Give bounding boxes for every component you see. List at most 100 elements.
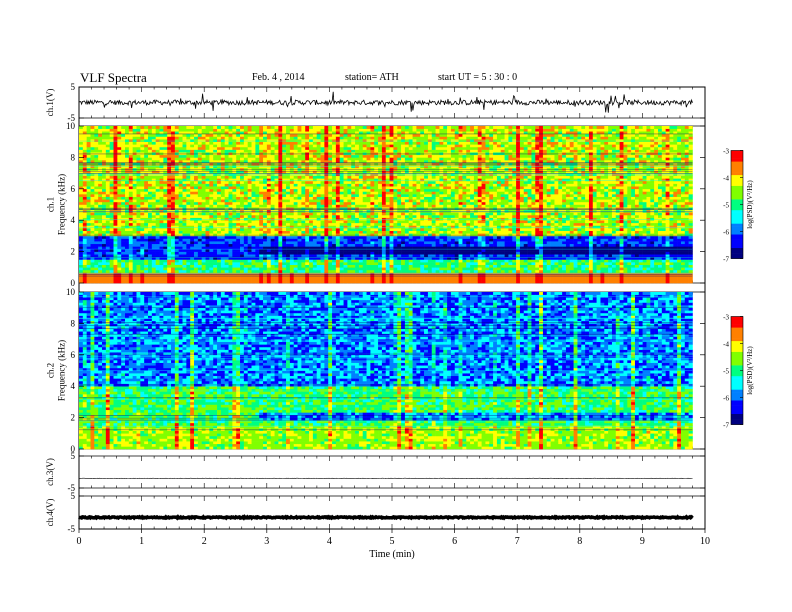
spectrogram-cell	[136, 201, 141, 205]
spectrogram-cell	[335, 194, 341, 197]
spectrogram-cell	[351, 233, 356, 237]
spectrogram-cell	[151, 133, 156, 137]
spectrogram-cell	[220, 131, 225, 135]
spectrogram-cell	[178, 277, 183, 281]
spectrogram-cell	[339, 136, 344, 140]
spectrogram-cell	[197, 136, 202, 140]
spectrogram-cell	[289, 157, 295, 161]
spectrogram-cell	[266, 204, 272, 208]
spectrogram-cell	[247, 196, 252, 200]
spectrogram-cell	[205, 264, 210, 268]
spectrogram-cell	[98, 243, 103, 247]
spectrogram-cell	[274, 146, 279, 150]
spectrogram-cell	[86, 188, 91, 192]
spectrogram-cell	[148, 146, 153, 150]
spectrogram-cell	[297, 154, 302, 158]
spectrogram-cell	[263, 196, 268, 200]
spectrogram-cell	[121, 173, 126, 177]
spectrogram-cell	[259, 128, 264, 132]
spectrogram-cell	[278, 131, 283, 135]
spectrogram-cell	[194, 204, 199, 208]
spectrogram-cell	[274, 214, 279, 218]
spectrogram-cell	[343, 194, 348, 197]
spectrogram-cell	[201, 154, 206, 158]
spectrogram-cell	[201, 128, 206, 132]
spectrogram-cell	[171, 186, 176, 190]
spectrogram-cell	[343, 204, 348, 208]
spectrogram-cell	[136, 196, 141, 200]
spectrogram-cell	[351, 186, 356, 190]
spectrogram-cell	[174, 248, 179, 252]
spectrogram-cell	[94, 131, 99, 135]
spectrogram-cell	[297, 175, 302, 179]
spectrogram-cell	[190, 149, 195, 153]
spectrogram-cell	[335, 201, 341, 205]
spectrogram-cell	[343, 214, 348, 218]
spectrogram-cell	[332, 180, 337, 184]
spectrogram-cell	[240, 280, 245, 284]
spectrogram-cell	[174, 233, 179, 237]
spectrogram-cell	[270, 272, 275, 276]
spectrogram-cell	[186, 126, 191, 129]
spectrogram-cell	[155, 246, 160, 250]
spectrogram-cell	[232, 214, 237, 218]
spectrogram-cell	[270, 178, 275, 182]
spectrogram-cell	[274, 233, 279, 237]
spectrogram-cell	[259, 165, 264, 169]
spectrogram-cell	[335, 267, 341, 271]
spectrogram-cell	[232, 264, 237, 268]
spectrogram-cell	[355, 160, 360, 163]
spectrogram-cell	[263, 154, 268, 158]
spectrogram-cell	[121, 267, 126, 271]
spectrogram-cell	[90, 183, 95, 187]
spectrogram-cell	[320, 212, 325, 216]
spectrogram-cell	[259, 178, 264, 182]
spectrogram-cell	[312, 241, 318, 245]
spectrogram-cell	[351, 128, 356, 132]
spectrogram-cell	[335, 272, 341, 276]
spectrogram-cell	[220, 228, 225, 231]
spectrogram-cell	[197, 235, 202, 239]
spectrogram-cell	[274, 280, 279, 284]
spectrogram-cell	[220, 201, 225, 205]
spectrogram-cell	[79, 267, 84, 271]
spectrogram-cell	[117, 191, 122, 195]
spectrogram-cell	[121, 277, 126, 281]
spectrogram-cell	[136, 280, 141, 284]
spectrogram-cell	[332, 220, 337, 224]
spectrogram-cell	[251, 188, 256, 192]
spectrogram-cell	[171, 267, 176, 271]
spectrogram-cell	[358, 241, 364, 245]
spectrogram-cell	[259, 186, 264, 190]
spectrogram-cell	[312, 196, 318, 200]
spectrogram-cell	[117, 222, 122, 226]
spectrogram-cell	[105, 238, 110, 242]
spectrogram-cell	[247, 188, 252, 192]
spectrogram-cell	[159, 133, 164, 137]
spectrogram-cell	[240, 238, 245, 242]
spectrogram-cell	[125, 214, 130, 218]
spectrogram-cell	[286, 204, 291, 208]
spectrogram-cell	[343, 238, 348, 242]
spectrogram-cell	[136, 175, 141, 179]
spectrogram-cell	[117, 131, 122, 135]
spectrogram-cell	[305, 173, 310, 177]
spectrogram-cell	[79, 212, 84, 216]
spectrogram-cell	[255, 146, 260, 150]
spectrogram-cell	[259, 157, 264, 161]
spectrogram-cell	[151, 248, 156, 252]
spectrogram-cell	[197, 126, 202, 129]
spectrogram-cell	[282, 128, 287, 132]
spectrogram-cell	[82, 201, 87, 205]
spectrogram-cell	[316, 175, 321, 179]
spectrogram-cell	[151, 254, 156, 258]
spectrogram-cell	[167, 243, 172, 247]
spectrogram-cell	[178, 248, 183, 252]
spectrogram-cell	[224, 264, 229, 268]
spectrogram-cell	[335, 243, 341, 247]
spectrogram-cell	[347, 212, 352, 216]
spectrogram-cell	[266, 196, 272, 200]
spectrogram-cell	[324, 267, 329, 271]
spectrogram-cell	[205, 191, 210, 195]
spectrogram-cell	[132, 267, 137, 271]
